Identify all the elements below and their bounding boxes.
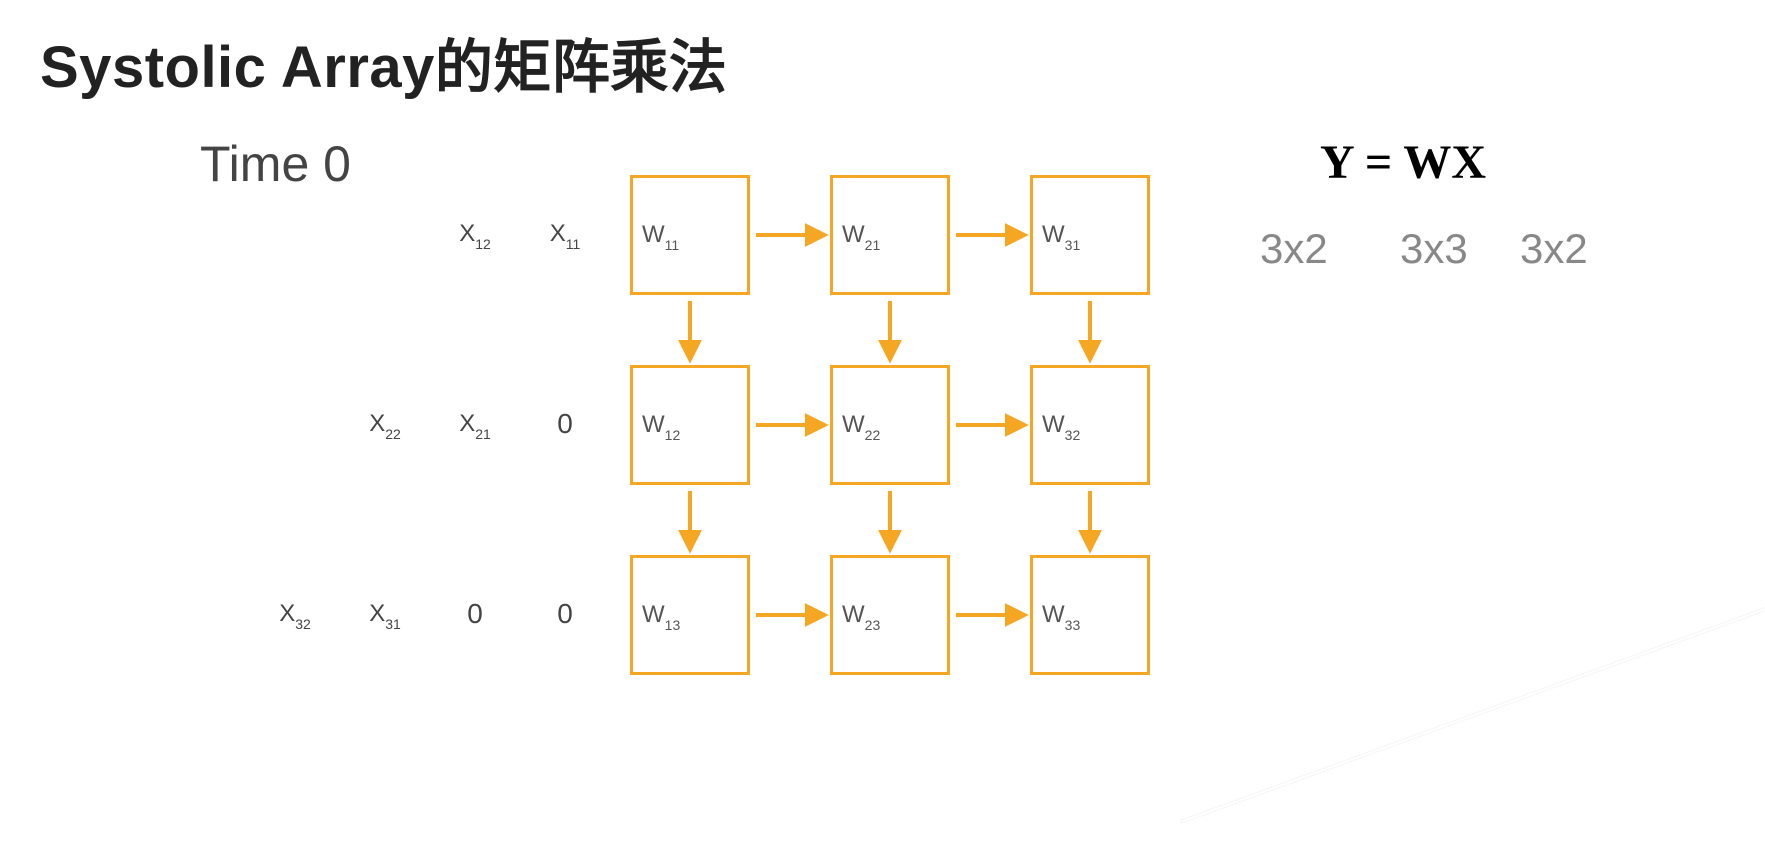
input-token-zero: 0 (520, 408, 610, 440)
systolic-array-grid: W11 W21 W31 W12 W22 W32 W13 W23 W33 (630, 175, 1150, 675)
input-token-x22: X22 (340, 410, 430, 440)
equation-label: Y = WX (1320, 135, 1486, 190)
pe-cell-label-1-0: W12 (642, 411, 680, 441)
pe-cell-label-1-2: W32 (1042, 411, 1080, 441)
time-step-label: Time 0 (200, 135, 351, 193)
pe-cell-label-2-2: W33 (1042, 601, 1080, 631)
pe-cell-label-0-1: W21 (842, 221, 880, 251)
input-token-x21: X21 (430, 410, 520, 440)
input-token-x12: X12 (430, 220, 520, 250)
dim-label-0: 3x2 (1260, 225, 1328, 273)
input-token-x31: X31 (340, 600, 430, 630)
input-token-x32: X32 (250, 600, 340, 630)
pe-cell-label-1-1: W22 (842, 411, 880, 441)
decorative-line (1180, 511, 1765, 823)
input-token-x11: X11 (520, 220, 610, 250)
dim-label-2: 3x2 (1520, 225, 1588, 273)
pe-cell-label-0-2: W31 (1042, 221, 1080, 251)
input-token-zero: 0 (430, 598, 520, 630)
dim-label-1: 3x3 (1400, 225, 1468, 273)
pe-cell-label-0-0: W11 (642, 221, 679, 251)
pe-cell-label-2-1: W23 (842, 601, 880, 631)
input-token-zero: 0 (520, 598, 610, 630)
page-title: Systolic Array的矩阵乘法 (40, 20, 727, 104)
pe-cell-label-2-0: W13 (642, 601, 680, 631)
